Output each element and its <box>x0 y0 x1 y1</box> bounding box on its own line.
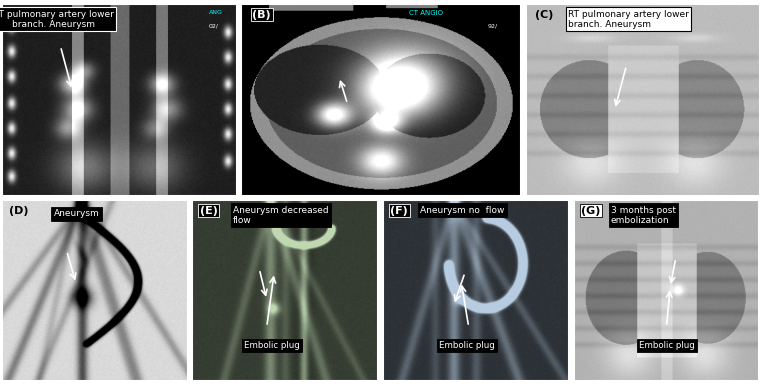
Text: Aneurysm decreased
flow: Aneurysm decreased flow <box>233 206 329 225</box>
Text: RT pulmonary artery lower
branch. Aneurysm: RT pulmonary artery lower branch. Aneury… <box>568 10 689 29</box>
Text: (B): (B) <box>253 10 271 20</box>
Text: 02/: 02/ <box>209 23 219 28</box>
Text: 3 months post
embolization: 3 months post embolization <box>611 206 676 225</box>
Text: Embolic plug: Embolic plug <box>439 341 494 350</box>
Text: 92/: 92/ <box>488 23 497 28</box>
Text: (D): (D) <box>9 206 28 216</box>
Text: (E): (E) <box>200 206 217 216</box>
Text: (F): (F) <box>391 206 408 216</box>
Text: ANG: ANG <box>209 10 223 15</box>
Text: CT ANGIO: CT ANGIO <box>409 10 443 16</box>
Text: (G): (G) <box>581 206 600 216</box>
Text: Aneurysm no  flow: Aneurysm no flow <box>420 206 504 214</box>
Text: Embolic plug: Embolic plug <box>639 341 694 350</box>
Text: Embolic plug: Embolic plug <box>244 341 300 350</box>
Text: RT pulmonary artery lower
branch. Aneurysm: RT pulmonary artery lower branch. Aneury… <box>0 10 114 29</box>
Text: (A): (A) <box>11 10 30 20</box>
Text: (C): (C) <box>535 10 553 20</box>
Text: Aneurysm: Aneurysm <box>53 209 99 218</box>
